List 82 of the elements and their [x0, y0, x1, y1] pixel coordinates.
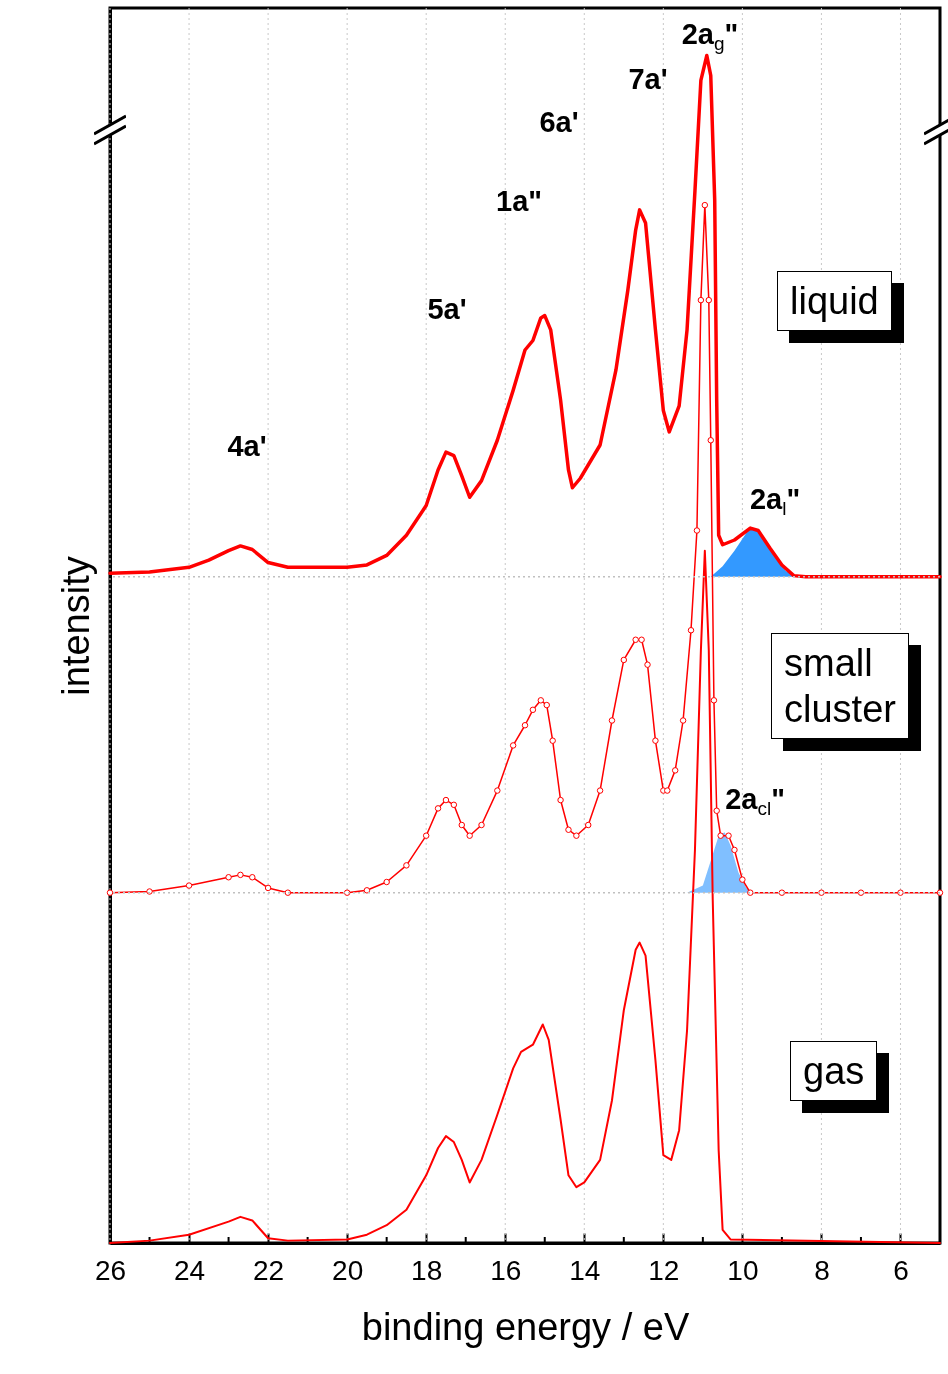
point	[739, 876, 746, 883]
annotation: 6a'	[539, 106, 579, 138]
point	[543, 701, 550, 709]
series-label: liquid	[777, 271, 892, 331]
point	[363, 887, 371, 894]
point	[383, 878, 390, 886]
x-tick-label: 26	[94, 1254, 127, 1286]
annotation: 1a"	[495, 185, 543, 217]
point	[687, 627, 695, 634]
point	[434, 805, 442, 812]
point	[284, 889, 292, 896]
point	[442, 796, 450, 804]
point	[697, 296, 705, 304]
point	[897, 889, 904, 896]
x-tick-label: 16	[490, 1254, 522, 1286]
y-axis-title: intensity	[54, 556, 97, 696]
point	[620, 656, 628, 664]
point	[106, 889, 114, 896]
point	[537, 697, 545, 704]
point	[458, 821, 465, 829]
x-tick-label: 24	[173, 1254, 206, 1286]
point	[679, 717, 687, 724]
point	[693, 527, 701, 534]
x-tick-label: 14	[569, 1254, 601, 1286]
point	[494, 787, 501, 794]
annotation: 2a$_{l}$"	[749, 483, 801, 519]
point	[343, 889, 351, 896]
x-axis-title: binding energy / eV	[361, 1305, 690, 1348]
x-tick-label: 6	[893, 1254, 909, 1286]
point	[478, 821, 485, 829]
point	[521, 722, 529, 729]
point	[573, 832, 580, 839]
point	[596, 787, 604, 794]
point	[671, 767, 679, 774]
point	[249, 874, 256, 881]
point	[644, 661, 651, 668]
point	[717, 832, 724, 839]
point	[585, 821, 592, 829]
point	[565, 826, 572, 833]
series-label: small cluster	[771, 633, 909, 739]
point	[185, 882, 193, 889]
point	[747, 889, 754, 896]
point	[725, 832, 732, 839]
point	[466, 832, 473, 839]
annotation: 5a'	[427, 293, 467, 325]
x-tick-label: 18	[411, 1254, 443, 1286]
point	[264, 884, 272, 892]
point	[403, 862, 410, 869]
point	[529, 706, 537, 714]
point	[713, 807, 720, 814]
point	[857, 889, 865, 896]
point	[557, 796, 564, 804]
point	[707, 437, 714, 444]
point	[638, 636, 645, 643]
point	[652, 737, 659, 744]
x-tick-label: 22	[253, 1254, 285, 1286]
point	[705, 296, 713, 304]
point	[936, 889, 944, 896]
x-tick-label: 20	[332, 1254, 364, 1286]
point	[225, 874, 232, 881]
point	[731, 846, 738, 854]
x-tick-label: 12	[648, 1254, 680, 1286]
point	[509, 742, 517, 749]
point	[664, 787, 671, 794]
point	[710, 697, 718, 704]
text: gas	[790, 1041, 878, 1101]
x-tick-label: 10	[727, 1254, 759, 1286]
annotation: 4a'	[227, 430, 267, 462]
annotation: 2a$_{cl}$"	[725, 783, 785, 819]
text: 2a$_{g}$"	[681, 18, 739, 54]
x-tick-label: 8	[814, 1254, 830, 1286]
point	[422, 832, 430, 839]
point	[701, 201, 709, 209]
point	[778, 889, 786, 896]
point	[549, 737, 556, 744]
point	[450, 801, 458, 809]
point	[146, 888, 153, 895]
point	[632, 636, 639, 643]
point	[237, 871, 244, 879]
point	[608, 717, 616, 724]
annotation: 7a'	[628, 63, 668, 95]
point	[818, 889, 825, 896]
